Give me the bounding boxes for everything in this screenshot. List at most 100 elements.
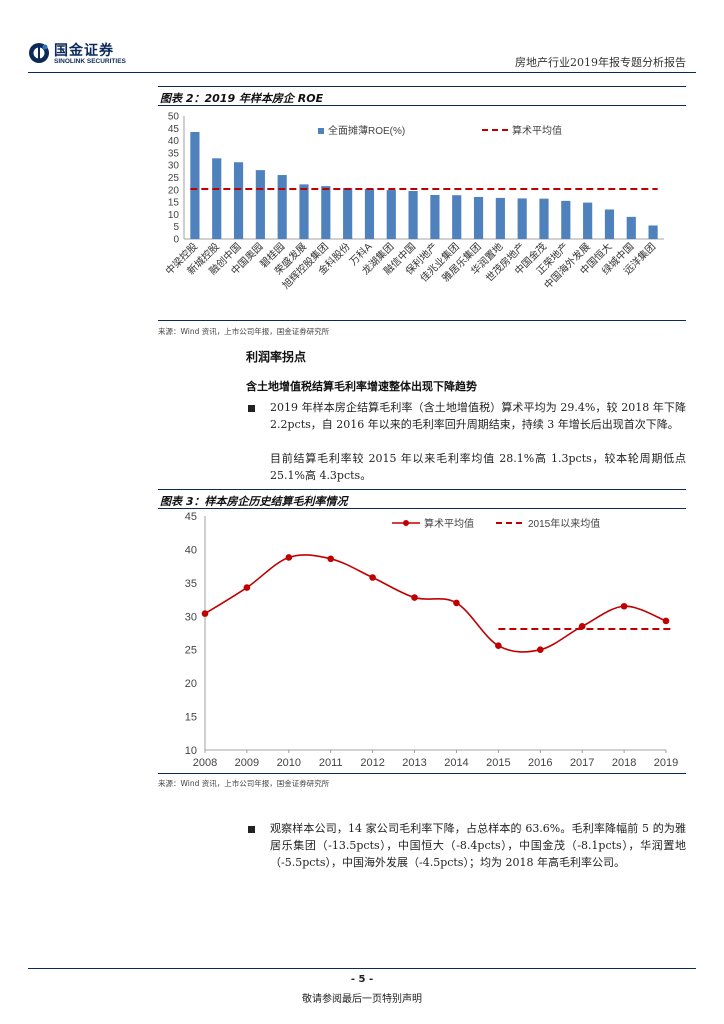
series-line <box>204 554 667 653</box>
y-tick-label: 50 <box>168 112 180 123</box>
data-point <box>201 610 209 617</box>
figure2-label: 图表 2： <box>160 92 205 105</box>
data-point <box>495 642 502 650</box>
data-point <box>620 602 628 610</box>
data-point <box>453 599 460 607</box>
bar <box>364 188 375 239</box>
legend-line-marker <box>403 520 409 526</box>
figure3-label: 图表 3： <box>160 495 205 508</box>
figure2-source: 来源：Wind 资讯，上市公司年报，国金证券研究所 <box>158 327 330 336</box>
x-tick-label: 2014 <box>444 757 468 769</box>
bar <box>473 196 484 239</box>
legend-bar-swatch <box>318 128 324 134</box>
y-tick-label: 25 <box>185 645 197 657</box>
y-tick-label: 10 <box>185 745 197 757</box>
section-subtitle: 含土地增值税结算毛利率增速整体出现下降趋势 <box>246 380 477 393</box>
data-point <box>285 554 293 561</box>
y-tick-label: 30 <box>168 161 180 172</box>
footer-disclaimer: 敬请参阅最后一页特别声明 <box>302 994 422 1005</box>
y-tick-label: 25 <box>168 173 180 184</box>
bar <box>495 197 505 239</box>
bar <box>233 162 244 239</box>
data-point <box>369 574 376 581</box>
x-tick-label: 2016 <box>528 757 552 769</box>
bar <box>561 200 571 239</box>
bullet-icon <box>248 405 255 412</box>
logo-chinese-name: 国金证券 <box>54 43 114 59</box>
data-point <box>411 594 418 601</box>
company-logo: 国金证券 SINOLINK SECURITIES <box>28 40 138 70</box>
bar <box>321 186 331 239</box>
roe-bar-chart: 05101520253035404550中梁控股新城控股融创中国中国奥园碧桂园荣… <box>163 112 664 292</box>
y-tick-label: 15 <box>168 198 180 209</box>
bar <box>299 184 309 239</box>
data-point <box>662 617 670 625</box>
bar <box>277 175 287 239</box>
y-tick-label: 10 <box>168 210 180 221</box>
footer-divider <box>28 968 696 969</box>
figure3-source: 来源：Wind 资讯，上市公司年报，国金证券研究所 <box>158 779 330 788</box>
bar <box>343 188 353 239</box>
y-tick-label: 40 <box>168 136 180 147</box>
section-title: 利润率拐点 <box>246 350 307 364</box>
bar <box>386 190 396 239</box>
x-tick-label: 2015 <box>486 757 510 769</box>
x-tick-label: 2008 <box>193 757 217 769</box>
bar <box>452 195 462 239</box>
figure3-title-text: 样本房企历史结算毛利率情况 <box>204 495 348 508</box>
paragraph-sample-companies: 观察样本公司，14 家公司毛利率下降，占总样本的 63.6%。毛利率降幅前 5 … <box>270 822 686 869</box>
legend-line-label: 算术平均值 <box>424 517 474 530</box>
y-tick-label: 5 <box>173 222 179 233</box>
x-tick-label: 2013 <box>402 757 426 769</box>
bar <box>604 209 615 239</box>
data-point <box>578 623 586 630</box>
x-tick-label: 2011 <box>319 757 343 769</box>
x-tick-label: 2017 <box>570 757 594 769</box>
figure3-title: 图表 3：样本房企历史结算毛利率情况 <box>158 489 686 509</box>
paragraph-margin-comparison: 目前结算毛利率较 2015 年以来毛利率均值 28.1%高 1.3pcts，较本… <box>270 452 686 482</box>
figure3-bottom-rule <box>158 773 686 774</box>
x-tick-label: 2012 <box>360 757 384 769</box>
bar <box>626 216 636 239</box>
header-divider <box>28 72 696 73</box>
bar <box>539 198 549 239</box>
y-tick-label: 45 <box>168 124 180 135</box>
legend-average-label: 2015年以来均值 <box>528 517 600 530</box>
bar <box>408 191 418 239</box>
y-tick-label: 35 <box>168 148 180 159</box>
gross-margin-line-chart: 10 15 20 25 30 35 40 45 2008 2009 2010 2011 2012 2013… <box>185 511 678 769</box>
y-tick-label: 20 <box>168 185 180 196</box>
y-tick-label: 30 <box>185 611 197 623</box>
page-header: 国金证券 SINOLINK SECURITIES 房地产行业2019年报专题分析… <box>0 0 724 80</box>
figure2-bottom-rule <box>158 320 686 321</box>
data-point <box>327 555 335 563</box>
bullet-icon <box>248 826 255 833</box>
page-number: - 5 - <box>350 974 374 985</box>
y-tick-label: 20 <box>185 678 197 690</box>
bar <box>583 202 593 239</box>
logo-english-name: SINOLINK SECURITIES <box>54 58 126 65</box>
y-tick-label: 15 <box>185 712 197 724</box>
x-tick-label: 2019 <box>654 757 678 769</box>
sinolink-logo-icon <box>29 43 49 63</box>
paragraph-gross-margin: 2019 年样本房企结算毛利率（含土地增值税）算术平均为 29.4%，较 201… <box>270 401 686 431</box>
x-tick-label: 2010 <box>277 757 301 769</box>
y-tick-label: 35 <box>185 578 197 590</box>
report-title: 房地产行业2019年报专题分析报告 <box>515 56 686 69</box>
bar <box>517 198 527 239</box>
bar <box>255 170 265 239</box>
y-tick-label: 45 <box>185 511 197 523</box>
y-tick-label: 40 <box>185 544 197 556</box>
legend-bar-label: 全面摊薄ROE(%) <box>328 124 405 137</box>
y-tick-label: 0 <box>173 235 179 246</box>
legend-average-label: 算术平均值 <box>512 124 562 137</box>
bar <box>212 158 222 239</box>
figure2-title: 图表 2：2019 年样本房企 ROE <box>158 86 686 106</box>
bar <box>648 225 658 239</box>
bar <box>190 131 200 239</box>
data-point <box>536 646 544 654</box>
figure2-title-text: 2019 年样本房企 ROE <box>204 92 324 105</box>
x-tick-label: 2018 <box>612 757 636 769</box>
bar <box>430 194 440 239</box>
data-point <box>243 584 251 591</box>
